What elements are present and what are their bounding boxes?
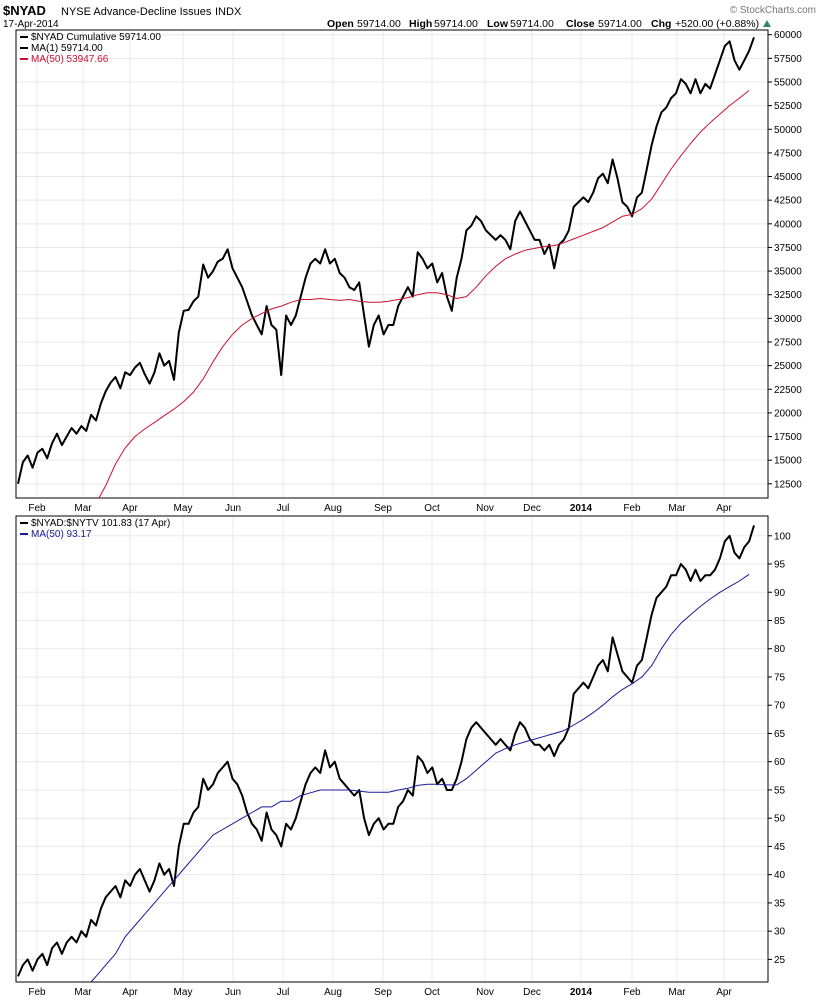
x-tick-label: Jul [277,503,290,514]
y-tick-label: 90 [774,588,786,599]
x-tick-label: Mar [668,987,686,998]
x-tick-label: Jun [225,987,241,998]
x-tick-label: 2014 [570,503,593,514]
x-tick-label: Mar [74,503,92,514]
x-tick-label: Feb [623,987,641,998]
exchange-label: INDX [215,6,242,18]
y-tick-label: 80 [774,644,786,655]
x-tick-label: Mar [668,503,686,514]
legend-entry: $NYAD:$NYTV 101.83 (17 Apr) [31,518,170,529]
ratio-panel-frame [15,515,769,983]
price-panel-frame [15,29,769,499]
x-tick-label: May [174,987,193,998]
x-tick-label: Feb [28,987,46,998]
y-tick-label: 15000 [774,456,802,467]
price-panel: 12500 15000 17500 20000 22500 25000 27500 30000… [17,30,802,514]
y-tick-label: 12500 [774,479,802,490]
y-tick-label: 35000 [774,267,802,278]
y-tick-label: 27500 [774,338,802,349]
x-tick-label: Apr [122,987,138,998]
y-tick-label: 52500 [774,101,802,112]
ratio-ma50-line [90,573,750,983]
open-value: 59714.00 [357,18,401,30]
x-tick-label: Dec [523,503,541,514]
x-tick-label: Aug [324,503,342,514]
symbol-name: NYSE Advance-Decline Issues [61,6,212,18]
legend-entry: MA(50) 93.17 [31,529,92,540]
high-value: 59714.00 [434,18,478,30]
quote-summary: Open 59714.00 High 59714.00 Low 59714.00… [327,18,771,30]
x-tick-label: Sep [374,987,392,998]
x-tick-label: 2014 [570,987,593,998]
x-tick-label: Aug [324,987,342,998]
y-tick-label: 85 [774,616,786,627]
y-tick-label: 25 [774,955,786,966]
y-tick-label: 40 [774,870,786,881]
legend-entry: $NYAD Cumulative 59714.00 [31,32,161,43]
legend-entry: MA(50) 53947.66 [31,54,109,65]
high-label: High [409,18,432,30]
ratio-series-line [17,525,755,977]
low-label: Low [487,18,509,30]
x-tick-label: Nov [476,987,494,998]
x-tick-label: Apr [716,503,732,514]
x-tick-label: Mar [74,987,92,998]
y-tick-label: 60 [774,757,786,768]
x-tick-label: Apr [122,503,138,514]
x-tick-label: Feb [623,503,641,514]
open-label: Open [327,18,354,30]
x-tick-label: Apr [716,987,732,998]
x-tick-label: Nov [476,503,494,514]
y-tick-label: 25000 [774,361,802,372]
y-tick-label: 20000 [774,408,802,419]
y-tick-label: 55 [774,785,786,796]
symbol-title: $NYAD [3,3,46,18]
y-tick-label: 30 [774,927,786,938]
y-tick-label: 47500 [774,148,802,159]
y-tick-label: 75 [774,672,786,683]
x-tick-label: Dec [523,987,541,998]
y-tick-label: 42500 [774,196,802,207]
y-tick-label: 57500 [774,54,802,65]
y-tick-label: 45 [774,842,786,853]
x-tick-label: May [174,503,193,514]
y-tick-label: 55000 [774,78,802,89]
legend-entry: MA(1) 59714.00 [31,43,103,54]
price-ma50-line [98,90,750,499]
ratio-panel: 25 30 35 40 45 50 55 60 65 70 75 80 85 90 95 100 Feb Mar A… [17,517,791,998]
up-arrow-icon [763,20,771,27]
x-tick-label: Jul [277,987,290,998]
chg-value: +520.00 (+0.88%) [675,18,759,30]
watermark: © StockCharts.com [730,5,816,16]
y-tick-label: 32500 [774,290,802,301]
y-tick-label: 50000 [774,125,802,136]
y-tick-label: 60000 [774,30,802,41]
chart-date: 17-Apr-2014 [3,19,59,30]
y-tick-label: 30000 [774,314,802,325]
y-tick-label: 50 [774,814,786,825]
close-value: 59714.00 [598,18,642,30]
x-tick-label: Oct [424,987,440,998]
x-tick-label: Jun [225,503,241,514]
x-tick-label: Sep [374,503,392,514]
close-label: Close [566,18,595,30]
y-tick-label: 100 [774,531,791,542]
y-tick-label: 65 [774,729,786,740]
x-tick-label: Oct [424,503,440,514]
x-tick-label: Feb [28,503,46,514]
y-tick-label: 95 [774,560,786,571]
y-tick-label: 70 [774,701,786,712]
y-tick-label: 35 [774,898,786,909]
chg-label: Chg [651,18,671,30]
y-tick-label: 45000 [774,172,802,183]
y-tick-label: 40000 [774,219,802,230]
y-tick-label: 37500 [774,243,802,254]
y-tick-label: 22500 [774,385,802,396]
y-tick-label: 17500 [774,432,802,443]
low-value: 59714.00 [510,18,554,30]
